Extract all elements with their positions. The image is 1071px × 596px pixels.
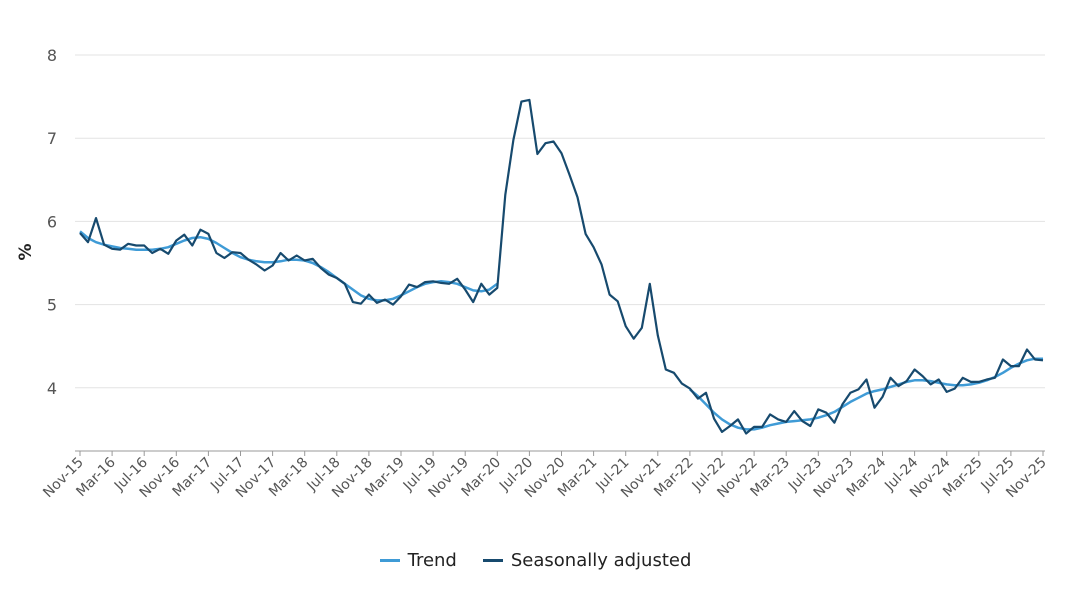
legend: Trend Seasonally adjusted	[0, 550, 1071, 571]
legend-item-seasonally-adjusted: Seasonally adjusted	[482, 550, 692, 571]
legend-label-trend: Trend	[407, 550, 457, 571]
series-line-trend	[79, 230, 1043, 431]
y-tick-label: 5	[47, 296, 57, 315]
legend-label-seasonally-adjusted: Seasonally adjusted	[510, 550, 692, 571]
series-line-seasonally-adjusted	[79, 98, 1044, 435]
y-tick-label: 7	[47, 129, 57, 148]
legend-item-trend: Trend	[379, 550, 457, 571]
y-axis-label: %	[16, 243, 36, 260]
legend-swatch-seasonally-adjusted	[482, 559, 503, 562]
y-tick-label: 6	[47, 212, 57, 231]
legend-swatch-trend	[379, 559, 400, 562]
y-tick-label: 4	[47, 379, 57, 398]
y-tick-label: 8	[47, 46, 57, 65]
